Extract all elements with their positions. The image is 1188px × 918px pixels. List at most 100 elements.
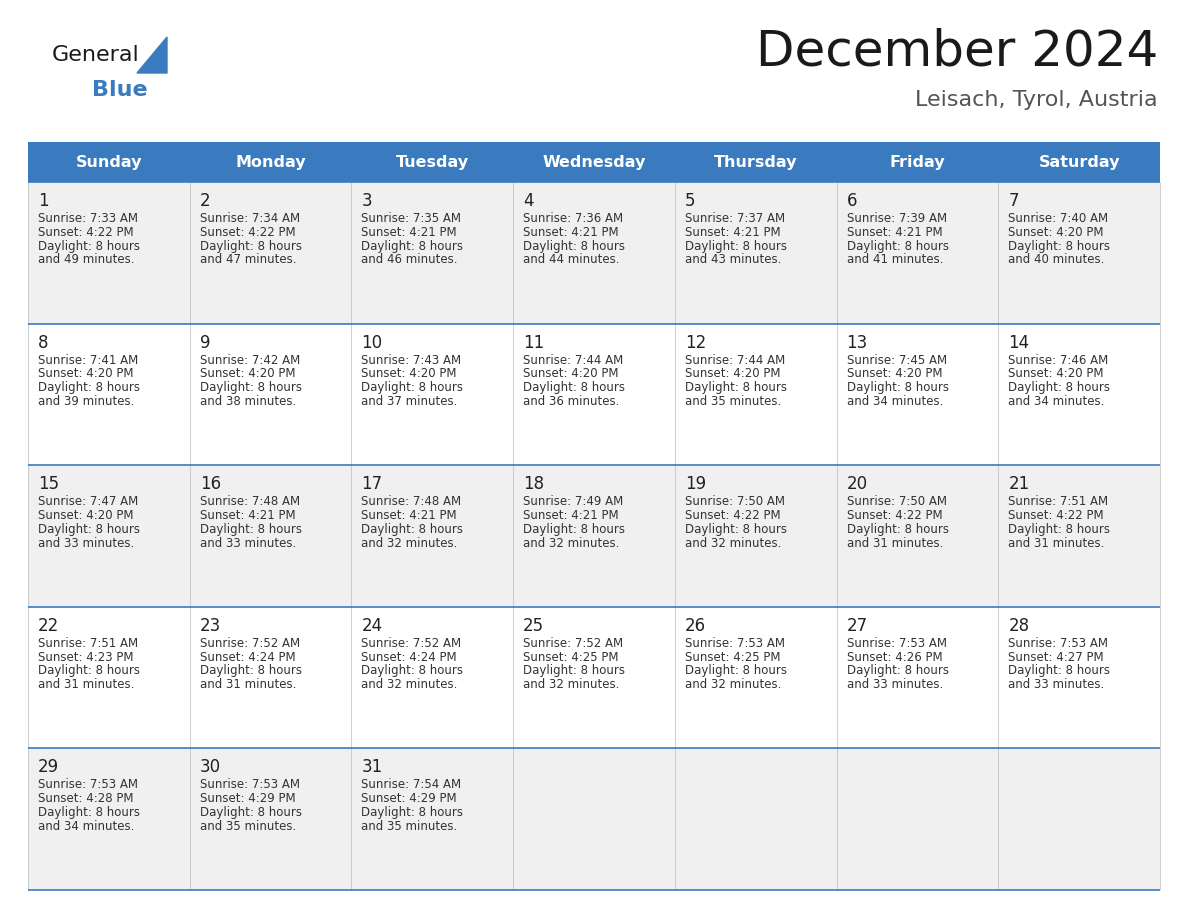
Text: 25: 25 bbox=[523, 617, 544, 635]
Text: 14: 14 bbox=[1009, 333, 1030, 352]
Text: Sunset: 4:20 PM: Sunset: 4:20 PM bbox=[38, 509, 133, 522]
Text: Monday: Monday bbox=[235, 154, 305, 170]
Text: Daylight: 8 hours: Daylight: 8 hours bbox=[361, 806, 463, 819]
Text: 17: 17 bbox=[361, 476, 383, 493]
Text: and 31 minutes.: and 31 minutes. bbox=[1009, 537, 1105, 550]
Text: Sunrise: 7:53 AM: Sunrise: 7:53 AM bbox=[200, 778, 299, 791]
Text: Daylight: 8 hours: Daylight: 8 hours bbox=[38, 381, 140, 394]
Text: and 38 minutes.: and 38 minutes. bbox=[200, 395, 296, 408]
Text: Daylight: 8 hours: Daylight: 8 hours bbox=[847, 240, 948, 252]
Text: Sunset: 4:21 PM: Sunset: 4:21 PM bbox=[847, 226, 942, 239]
Text: and 37 minutes.: and 37 minutes. bbox=[361, 395, 457, 408]
Text: Sunset: 4:20 PM: Sunset: 4:20 PM bbox=[847, 367, 942, 380]
Text: and 43 minutes.: and 43 minutes. bbox=[684, 253, 782, 266]
Text: Daylight: 8 hours: Daylight: 8 hours bbox=[200, 806, 302, 819]
Text: Sunrise: 7:41 AM: Sunrise: 7:41 AM bbox=[38, 353, 138, 366]
Text: Sunrise: 7:54 AM: Sunrise: 7:54 AM bbox=[361, 778, 462, 791]
Text: Sunset: 4:27 PM: Sunset: 4:27 PM bbox=[1009, 651, 1104, 664]
Text: Sunrise: 7:47 AM: Sunrise: 7:47 AM bbox=[38, 495, 138, 509]
Text: Sunrise: 7:51 AM: Sunrise: 7:51 AM bbox=[1009, 495, 1108, 509]
Text: 29: 29 bbox=[38, 758, 59, 777]
Text: Saturday: Saturday bbox=[1038, 154, 1120, 170]
Text: Sunset: 4:22 PM: Sunset: 4:22 PM bbox=[847, 509, 942, 522]
Bar bbox=[29, 324, 1159, 465]
Text: Daylight: 8 hours: Daylight: 8 hours bbox=[847, 665, 948, 677]
Text: Sunrise: 7:52 AM: Sunrise: 7:52 AM bbox=[200, 637, 299, 650]
Text: Sunset: 4:20 PM: Sunset: 4:20 PM bbox=[684, 367, 781, 380]
Bar bbox=[29, 607, 1159, 748]
Text: 28: 28 bbox=[1009, 617, 1030, 635]
Text: Sunrise: 7:39 AM: Sunrise: 7:39 AM bbox=[847, 212, 947, 225]
Text: and 32 minutes.: and 32 minutes. bbox=[361, 678, 457, 691]
Text: 7: 7 bbox=[1009, 192, 1019, 210]
Text: Daylight: 8 hours: Daylight: 8 hours bbox=[523, 240, 625, 252]
Text: Daylight: 8 hours: Daylight: 8 hours bbox=[523, 381, 625, 394]
Text: Sunset: 4:24 PM: Sunset: 4:24 PM bbox=[361, 651, 457, 664]
Text: Sunset: 4:21 PM: Sunset: 4:21 PM bbox=[200, 509, 296, 522]
Text: Daylight: 8 hours: Daylight: 8 hours bbox=[847, 381, 948, 394]
Text: and 34 minutes.: and 34 minutes. bbox=[38, 820, 134, 833]
Text: 27: 27 bbox=[847, 617, 867, 635]
Text: Wednesday: Wednesday bbox=[542, 154, 646, 170]
Text: Daylight: 8 hours: Daylight: 8 hours bbox=[1009, 522, 1111, 536]
Text: Sunday: Sunday bbox=[76, 154, 143, 170]
Text: and 46 minutes.: and 46 minutes. bbox=[361, 253, 457, 266]
Text: and 34 minutes.: and 34 minutes. bbox=[847, 395, 943, 408]
Text: and 41 minutes.: and 41 minutes. bbox=[847, 253, 943, 266]
Text: Daylight: 8 hours: Daylight: 8 hours bbox=[361, 522, 463, 536]
Text: 13: 13 bbox=[847, 333, 867, 352]
Text: 24: 24 bbox=[361, 617, 383, 635]
Text: Sunrise: 7:51 AM: Sunrise: 7:51 AM bbox=[38, 637, 138, 650]
Text: and 33 minutes.: and 33 minutes. bbox=[1009, 678, 1105, 691]
Text: Sunset: 4:29 PM: Sunset: 4:29 PM bbox=[200, 792, 296, 805]
Text: and 32 minutes.: and 32 minutes. bbox=[523, 537, 619, 550]
Text: and 32 minutes.: and 32 minutes. bbox=[361, 537, 457, 550]
Text: Sunset: 4:29 PM: Sunset: 4:29 PM bbox=[361, 792, 457, 805]
Text: Sunrise: 7:37 AM: Sunrise: 7:37 AM bbox=[684, 212, 785, 225]
Text: Daylight: 8 hours: Daylight: 8 hours bbox=[684, 381, 786, 394]
Text: Daylight: 8 hours: Daylight: 8 hours bbox=[38, 240, 140, 252]
Text: Sunrise: 7:35 AM: Sunrise: 7:35 AM bbox=[361, 212, 461, 225]
Text: Sunrise: 7:42 AM: Sunrise: 7:42 AM bbox=[200, 353, 299, 366]
Text: Daylight: 8 hours: Daylight: 8 hours bbox=[200, 240, 302, 252]
Text: Daylight: 8 hours: Daylight: 8 hours bbox=[1009, 240, 1111, 252]
Text: and 47 minutes.: and 47 minutes. bbox=[200, 253, 296, 266]
Text: Leisach, Tyrol, Austria: Leisach, Tyrol, Austria bbox=[916, 90, 1158, 110]
Text: and 33 minutes.: and 33 minutes. bbox=[847, 678, 943, 691]
Text: 23: 23 bbox=[200, 617, 221, 635]
Text: Sunset: 4:25 PM: Sunset: 4:25 PM bbox=[684, 651, 781, 664]
Text: 4: 4 bbox=[523, 192, 533, 210]
Text: Daylight: 8 hours: Daylight: 8 hours bbox=[1009, 381, 1111, 394]
Text: Sunrise: 7:50 AM: Sunrise: 7:50 AM bbox=[847, 495, 947, 509]
Text: Sunset: 4:26 PM: Sunset: 4:26 PM bbox=[847, 651, 942, 664]
Text: Sunset: 4:21 PM: Sunset: 4:21 PM bbox=[361, 226, 457, 239]
Text: Daylight: 8 hours: Daylight: 8 hours bbox=[684, 665, 786, 677]
Text: and 33 minutes.: and 33 minutes. bbox=[38, 537, 134, 550]
Text: Sunrise: 7:33 AM: Sunrise: 7:33 AM bbox=[38, 212, 138, 225]
Text: Sunset: 4:20 PM: Sunset: 4:20 PM bbox=[200, 367, 295, 380]
Text: Sunset: 4:21 PM: Sunset: 4:21 PM bbox=[361, 509, 457, 522]
Text: 26: 26 bbox=[684, 617, 706, 635]
Text: and 32 minutes.: and 32 minutes. bbox=[523, 678, 619, 691]
Text: and 31 minutes.: and 31 minutes. bbox=[200, 678, 296, 691]
Text: and 39 minutes.: and 39 minutes. bbox=[38, 395, 134, 408]
Text: Sunrise: 7:48 AM: Sunrise: 7:48 AM bbox=[361, 495, 462, 509]
Text: Sunrise: 7:34 AM: Sunrise: 7:34 AM bbox=[200, 212, 299, 225]
Text: Sunset: 4:22 PM: Sunset: 4:22 PM bbox=[200, 226, 296, 239]
Text: and 31 minutes.: and 31 minutes. bbox=[847, 537, 943, 550]
Text: Sunset: 4:23 PM: Sunset: 4:23 PM bbox=[38, 651, 133, 664]
Text: Sunrise: 7:44 AM: Sunrise: 7:44 AM bbox=[684, 353, 785, 366]
Text: Thursday: Thursday bbox=[714, 154, 797, 170]
Text: 22: 22 bbox=[38, 617, 59, 635]
Text: Daylight: 8 hours: Daylight: 8 hours bbox=[38, 522, 140, 536]
Text: Sunset: 4:20 PM: Sunset: 4:20 PM bbox=[361, 367, 457, 380]
Text: Sunset: 4:21 PM: Sunset: 4:21 PM bbox=[523, 226, 619, 239]
Text: Sunrise: 7:50 AM: Sunrise: 7:50 AM bbox=[684, 495, 785, 509]
Text: and 36 minutes.: and 36 minutes. bbox=[523, 395, 619, 408]
Text: Daylight: 8 hours: Daylight: 8 hours bbox=[200, 665, 302, 677]
Text: 18: 18 bbox=[523, 476, 544, 493]
Text: Sunrise: 7:53 AM: Sunrise: 7:53 AM bbox=[684, 637, 785, 650]
Bar bbox=[29, 465, 1159, 607]
Text: and 35 minutes.: and 35 minutes. bbox=[684, 395, 781, 408]
Text: Daylight: 8 hours: Daylight: 8 hours bbox=[361, 665, 463, 677]
